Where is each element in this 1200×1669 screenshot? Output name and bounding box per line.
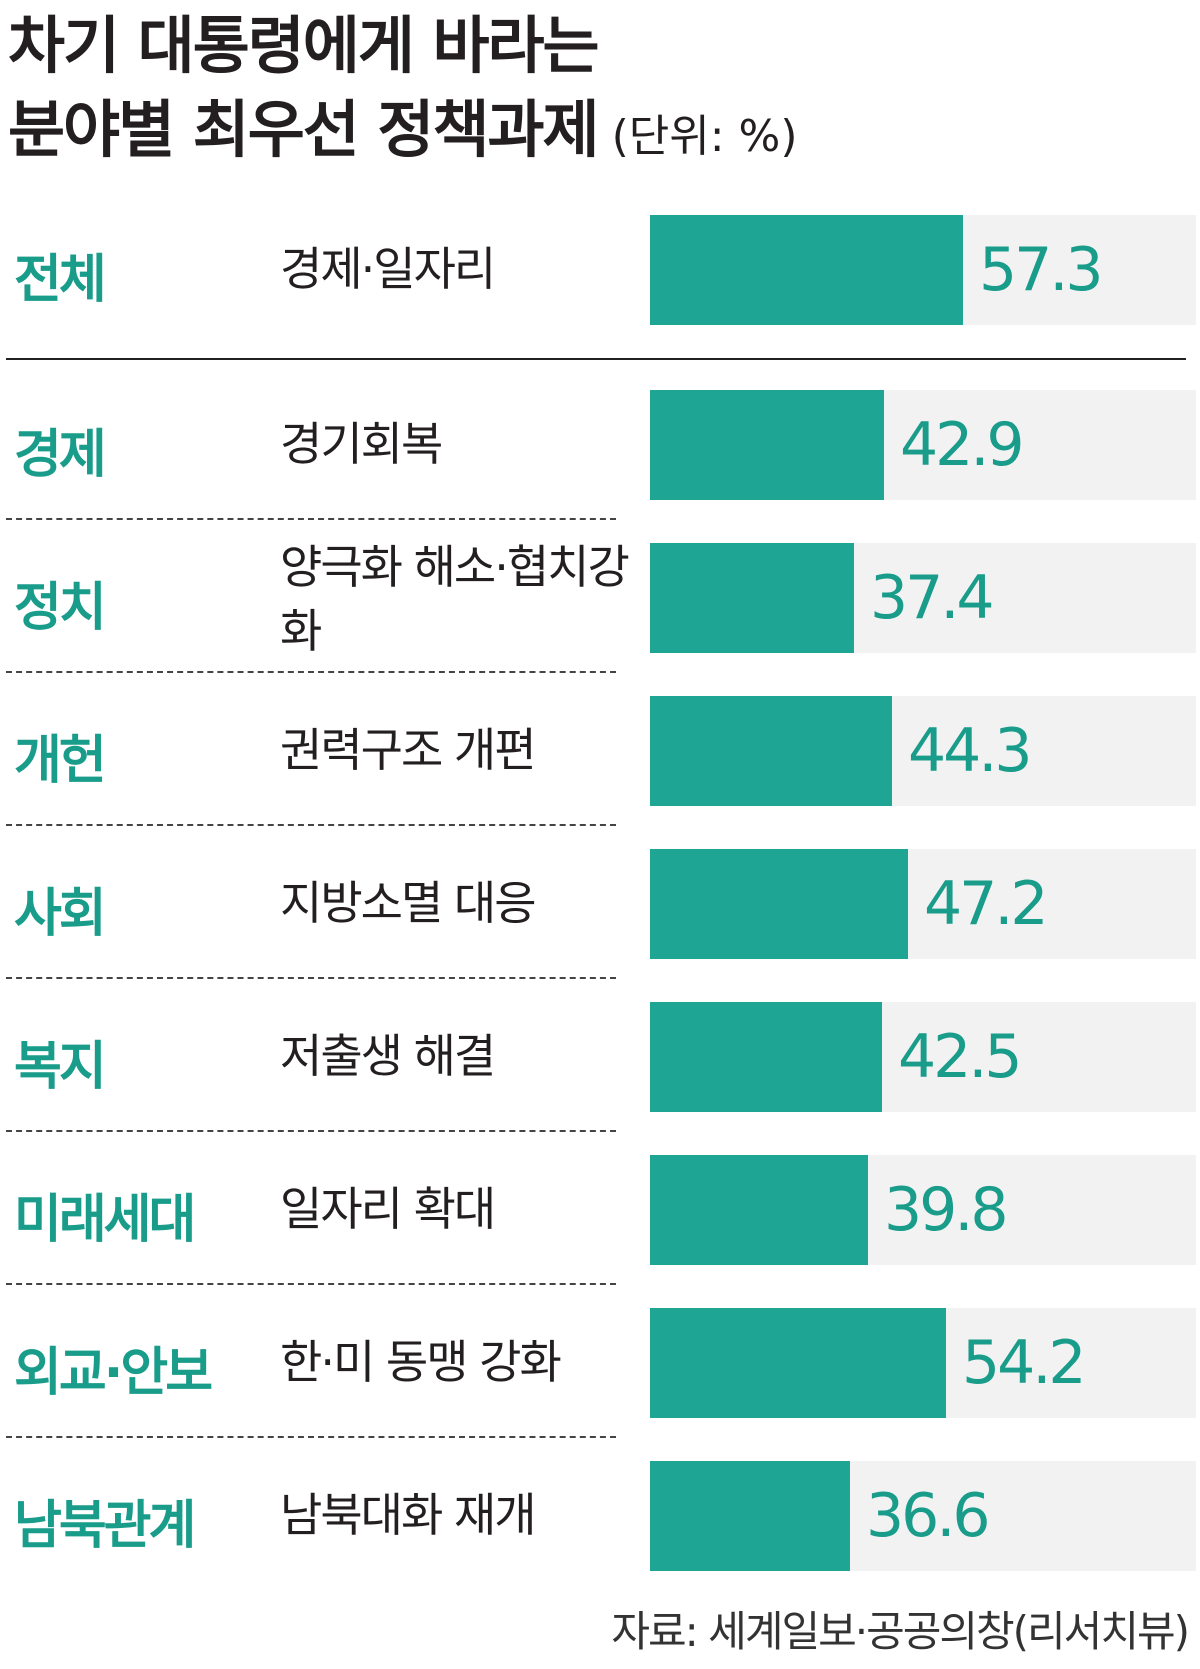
- row-divider: [6, 824, 616, 826]
- bar: [650, 215, 963, 325]
- policy-label: 일자리 확대: [280, 1182, 496, 1236]
- title-line-2: 분야별 최우선 정책과제 (단위: %): [8, 88, 798, 179]
- policy-label: 경기회복: [280, 417, 443, 471]
- row-divider: [6, 977, 616, 979]
- policy-label: 지방소멸 대응: [280, 876, 537, 930]
- policy-label: 경제·일자리: [280, 242, 496, 296]
- bar: [650, 849, 908, 959]
- bar: [650, 696, 892, 806]
- row-divider: [6, 1436, 616, 1438]
- value-label: 42.9: [900, 410, 1025, 480]
- row-divider: [6, 518, 616, 520]
- category-label: 외교·안보: [14, 1343, 213, 1403]
- value-label: 39.8: [884, 1175, 1009, 1245]
- total-divider: [6, 358, 1186, 360]
- title-line-1: 차기 대통령에게 바라는: [8, 9, 600, 82]
- unit-label: (단위: %): [611, 111, 798, 162]
- category-label: 전체: [14, 250, 107, 310]
- policy-label: 한·미 동맹 강화: [280, 1335, 562, 1389]
- bar: [650, 1002, 882, 1112]
- value-label: 37.4: [870, 563, 995, 633]
- bar: [650, 543, 854, 653]
- category-label: 사회: [14, 884, 107, 944]
- row-divider: [6, 1130, 616, 1132]
- bar: [650, 1308, 946, 1418]
- policy-label: 양극화 해소·협치강화: [280, 540, 630, 658]
- bar: [650, 1155, 868, 1265]
- policy-label: 저출생 해결: [280, 1029, 496, 1083]
- value-label: 44.3: [908, 716, 1033, 786]
- bar: [650, 1461, 850, 1571]
- row-divider: [6, 1283, 616, 1285]
- value-label: 57.3: [979, 235, 1104, 305]
- value-label: 42.5: [898, 1022, 1023, 1092]
- category-label: 개헌: [14, 731, 107, 791]
- row-divider: [6, 671, 616, 673]
- category-label: 미래세대: [14, 1190, 196, 1250]
- value-label: 36.6: [866, 1481, 991, 1551]
- title-line-2-text: 분야별 최우선 정책과제: [8, 93, 600, 166]
- chart-title: 차기 대통령에게 바라는 분야별 최우선 정책과제 (단위: %): [8, 4, 798, 179]
- category-label: 정치: [14, 578, 107, 638]
- value-label: 47.2: [924, 869, 1049, 939]
- value-label: 54.2: [962, 1328, 1087, 1398]
- bar: [650, 390, 884, 500]
- policy-label: 권력구조 개편: [280, 723, 537, 777]
- category-label: 복지: [14, 1037, 107, 1097]
- source-note: 자료: 세계일보·공공의창(리서치뷰): [611, 1607, 1190, 1656]
- category-label: 경제: [14, 425, 107, 485]
- category-label: 남북관계: [14, 1496, 196, 1556]
- policy-label: 남북대화 재개: [280, 1488, 537, 1542]
